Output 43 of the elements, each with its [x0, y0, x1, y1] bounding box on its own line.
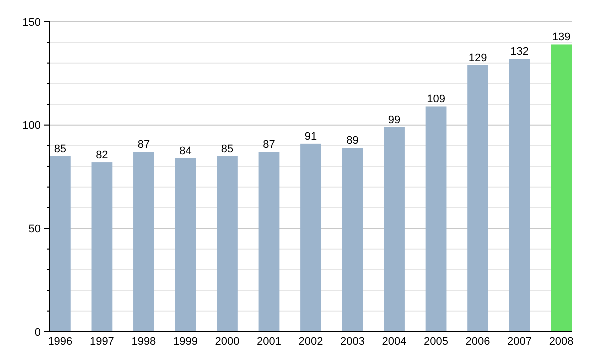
- data-label: 87: [263, 139, 276, 152]
- x-tick-label: 1997: [90, 336, 114, 348]
- x-tick-label: 2008: [549, 336, 574, 348]
- x-tick-label: 2002: [298, 336, 324, 348]
- bar: [551, 44, 572, 332]
- bar: [258, 152, 280, 332]
- data-label: 87: [138, 139, 150, 152]
- x-tick-label: 2004: [382, 336, 407, 348]
- bar: [509, 59, 530, 332]
- data-label: 85: [54, 143, 67, 156]
- x-tick-label: 1998: [132, 336, 156, 348]
- data-label: 109: [427, 94, 446, 106]
- bar: [426, 106, 447, 332]
- y-tick-label: 150: [22, 16, 41, 29]
- y-tick-label: 100: [22, 120, 41, 132]
- data-label: 129: [468, 52, 488, 64]
- x-tick-label: 2007: [508, 336, 532, 348]
- bar: [175, 158, 196, 332]
- data-label: 82: [96, 150, 108, 162]
- x-tick-label: 1999: [173, 336, 198, 348]
- data-label: 99: [388, 114, 401, 126]
- data-label: 84: [180, 145, 192, 158]
- data-label: 89: [346, 135, 359, 148]
- data-label: 139: [552, 32, 571, 44]
- data-label: 132: [510, 46, 529, 58]
- bar: [50, 156, 71, 332]
- data-label: 85: [221, 143, 234, 156]
- bar: [384, 127, 405, 332]
- y-tick-label: 50: [28, 224, 41, 236]
- x-tick-label: 2003: [340, 336, 365, 348]
- bar: [342, 148, 364, 332]
- x-tick-label: 2001: [257, 336, 282, 348]
- x-tick-label: 2006: [466, 336, 490, 348]
- bar: [468, 65, 488, 332]
- x-tick-label: 2005: [424, 336, 449, 348]
- bar: [92, 162, 113, 332]
- y-tick-label: 0: [34, 326, 41, 339]
- x-tick-label: 2000: [215, 336, 240, 348]
- data-label: 91: [304, 130, 318, 143]
- bar: [300, 144, 322, 332]
- x-tick-label: 1996: [48, 336, 73, 348]
- bar: [134, 152, 154, 332]
- bar: [217, 156, 238, 332]
